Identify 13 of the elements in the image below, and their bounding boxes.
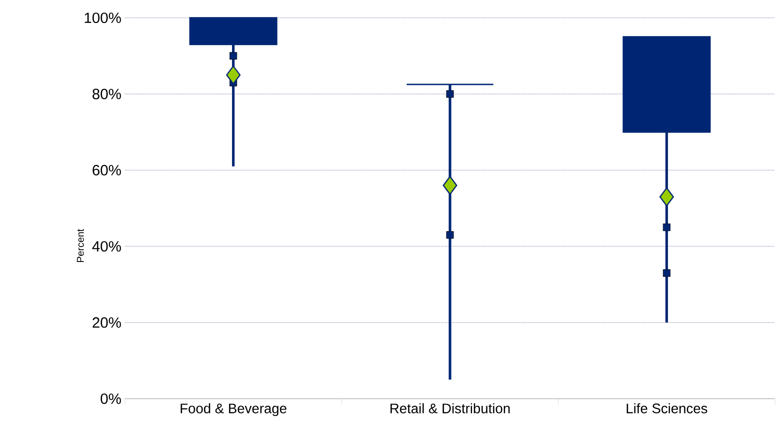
y-tick-label: 60% (92, 164, 121, 176)
x-tick-label: Food & Beverage (180, 403, 286, 416)
x-tick-label: Life Sciences (626, 403, 708, 414)
y-tick-label: 40% (92, 240, 121, 252)
candlestick (622, 36, 711, 324)
y-tick-label: 100% (84, 12, 121, 23)
y-axis-title: Percent (76, 228, 84, 262)
y-tick-label: 0% (100, 393, 121, 404)
x-tick-label: Retail & Distribution (390, 403, 510, 414)
candlestick (406, 83, 494, 381)
y-tick-label: 80% (92, 88, 121, 100)
candlestick (189, 16, 278, 168)
y-tick-label: 20% (92, 317, 121, 328)
